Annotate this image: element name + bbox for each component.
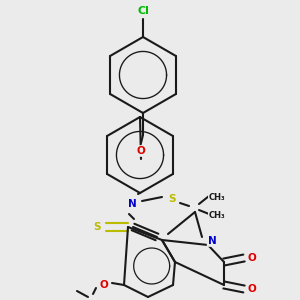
Text: S: S [93, 222, 101, 232]
Text: CH₃: CH₃ [209, 194, 225, 202]
Text: O: O [248, 253, 256, 263]
Text: CH₃: CH₃ [209, 212, 225, 220]
Text: S: S [168, 194, 176, 204]
Text: O: O [136, 146, 146, 156]
Text: N: N [128, 199, 136, 209]
Text: O: O [248, 284, 256, 294]
Text: N: N [208, 236, 216, 246]
Text: O: O [100, 280, 108, 290]
Text: Cl: Cl [137, 6, 149, 16]
